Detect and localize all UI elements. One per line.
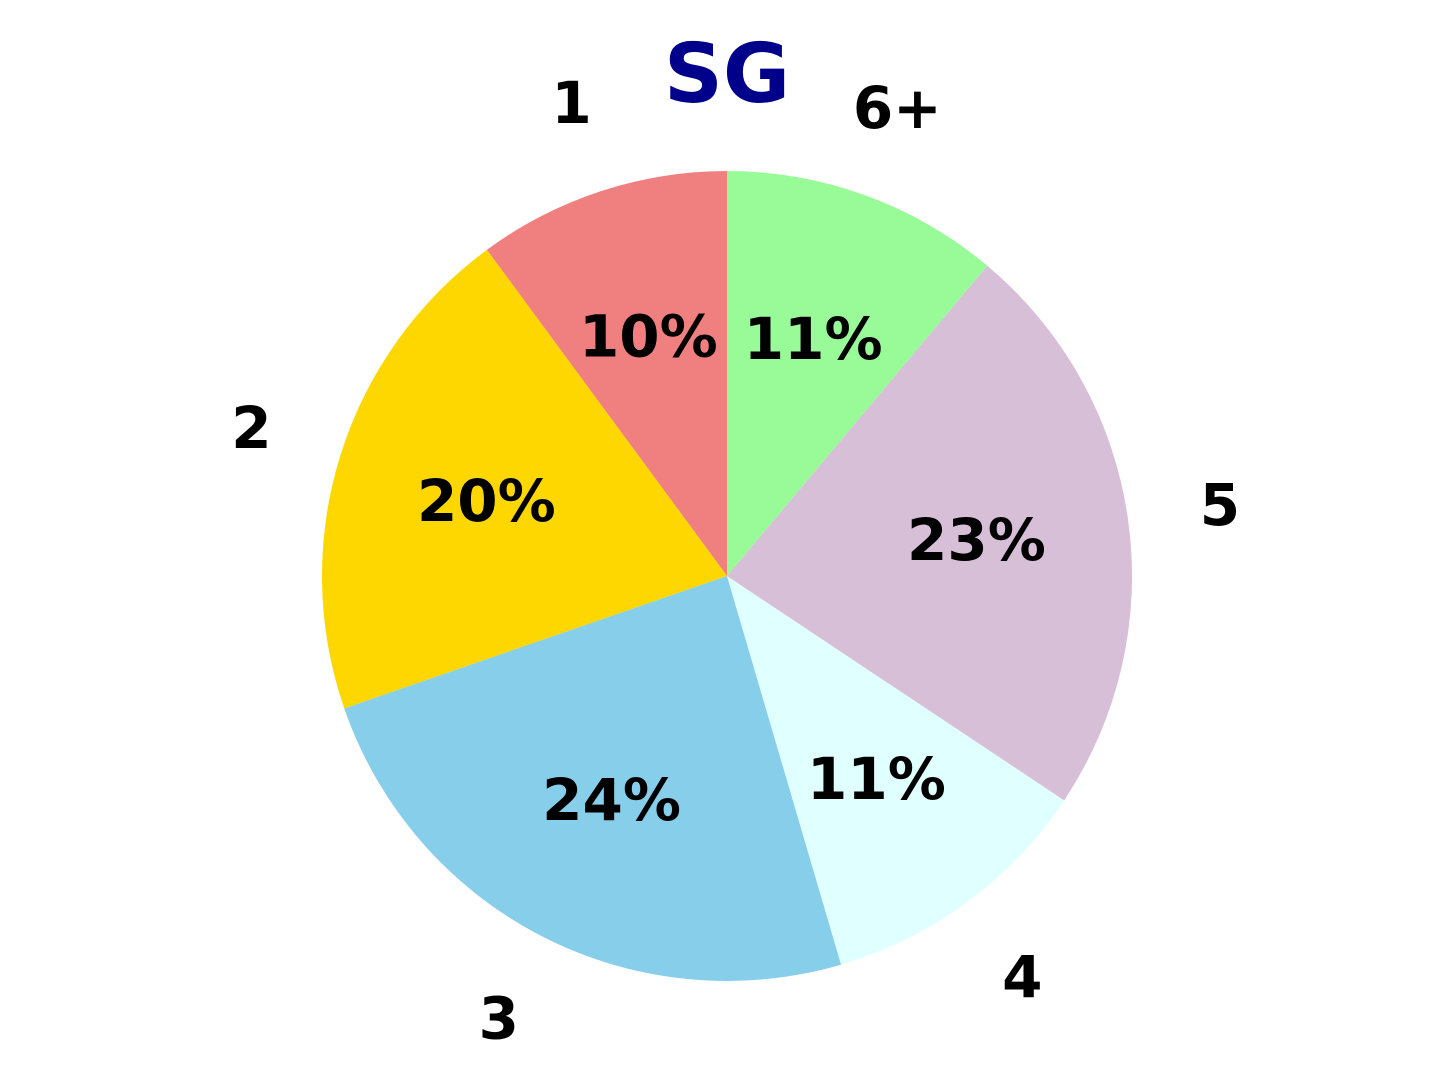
slice-category-label: 2	[231, 394, 271, 462]
slice-percent-label: 23%	[907, 506, 1046, 574]
slice-category-label: 6+	[853, 74, 942, 142]
pie-slice-3	[344, 576, 842, 981]
slice-percent-label: 11%	[744, 305, 883, 373]
pie-slice-2	[321, 249, 727, 709]
slice-labels: 1 2 3 4 5 6+	[231, 69, 1240, 1053]
pie-slice-5	[727, 265, 1133, 801]
slice-category-label: 5	[1200, 471, 1240, 539]
slice-percent-label: 10%	[579, 303, 718, 371]
slice-category-label: 4	[1002, 943, 1042, 1011]
pie-slice-6plus	[727, 171, 988, 576]
slice-percent-label: 11%	[807, 745, 946, 813]
slice-category-label: 1	[551, 69, 591, 137]
slice-percent-label: 20%	[417, 467, 556, 535]
slice-category-label: 3	[479, 985, 519, 1053]
percent-labels: 10% 20% 24% 11% 23% 11%	[417, 303, 1046, 834]
pie-slice-4	[727, 576, 1065, 965]
chart-title: SG	[664, 27, 790, 122]
slice-percent-label: 24%	[542, 766, 681, 834]
pie-slice-1	[486, 171, 727, 576]
pie-slices	[321, 171, 1133, 981]
